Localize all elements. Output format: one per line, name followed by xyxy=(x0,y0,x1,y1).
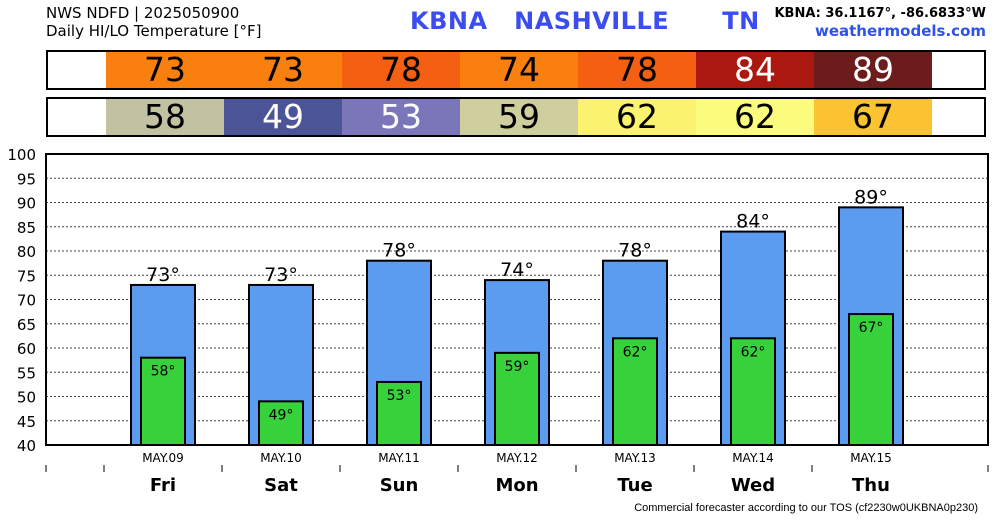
date-label: MAY.12 xyxy=(496,451,538,465)
y-tick-label: 95 xyxy=(17,170,36,188)
low-bar xyxy=(376,380,422,447)
low-label: 53° xyxy=(387,388,412,404)
low-temp-cell: 67 xyxy=(814,99,932,135)
high-temp-cell: 74 xyxy=(460,52,578,88)
low-bar xyxy=(730,337,776,446)
date-label: MAY.13 xyxy=(614,451,656,465)
y-tick-label: 50 xyxy=(17,389,36,407)
date-label: MAY.09 xyxy=(142,451,184,465)
station-coords: KBNA: 36.1167°, -86.6833°W xyxy=(774,6,986,21)
y-tick-label: 85 xyxy=(17,219,36,237)
high-label: 84° xyxy=(736,211,770,233)
date-label: MAY.10 xyxy=(260,451,302,465)
y-tick-label: 65 xyxy=(17,316,36,334)
date-label: MAY.15 xyxy=(850,451,892,465)
plot-frame xyxy=(45,153,989,446)
low-bar xyxy=(612,337,658,446)
footer-note: Commercial forecaster according to our T… xyxy=(634,502,978,514)
y-tick-label: 80 xyxy=(17,243,36,261)
day-label: Wed xyxy=(731,475,775,496)
y-tick-label: 40 xyxy=(17,437,36,455)
y-tick-label: 45 xyxy=(17,413,36,431)
high-temp-cell: 73 xyxy=(106,52,224,88)
high-temp-cell: 89 xyxy=(814,52,932,88)
low-label: 59° xyxy=(505,359,530,375)
y-tick-label: 100 xyxy=(7,146,36,164)
y-tick-label: 90 xyxy=(17,195,36,213)
low-label: 58° xyxy=(151,364,176,380)
header-line2: Daily HI/LO Temperature [°F] xyxy=(46,22,262,40)
low-bar xyxy=(848,313,894,446)
station-title: KBNA NASHVILLE TN xyxy=(410,7,760,35)
day-label: Sun xyxy=(380,475,419,496)
high-temp-cell: 78 xyxy=(578,52,696,88)
header-line1: NWS NDFD | 2025050900 xyxy=(46,4,240,22)
low-bar xyxy=(140,356,186,447)
day-label: Thu xyxy=(852,475,890,496)
low-temp-cell: 53 xyxy=(342,99,460,135)
high-label: 73° xyxy=(264,264,298,286)
high-label: 78° xyxy=(382,240,416,262)
high-label: 89° xyxy=(854,186,888,208)
day-label: Fri xyxy=(150,475,176,496)
site-link[interactable]: weathermodels.com xyxy=(814,22,986,40)
y-tick-label: 55 xyxy=(17,364,36,382)
high-temp-cell: 73 xyxy=(224,52,342,88)
y-tick-label: 60 xyxy=(17,340,36,358)
high-label: 73° xyxy=(146,264,180,286)
low-label: 62° xyxy=(741,344,766,360)
high-temp-cell: 78 xyxy=(342,52,460,88)
date-label: MAY.14 xyxy=(732,451,774,465)
day-label: Sat xyxy=(264,475,298,496)
high-temp-strip: 73 73 78 74 78 84 89 xyxy=(46,50,986,90)
day-label: Tue xyxy=(617,475,652,496)
low-bar xyxy=(494,351,540,447)
low-temp-cell: 58 xyxy=(106,99,224,135)
low-temp-cell: 62 xyxy=(578,99,696,135)
low-temp-strip: 58 49 53 59 62 62 67 xyxy=(46,97,986,137)
day-label: Mon xyxy=(495,475,538,496)
y-tick-label: 75 xyxy=(17,267,36,285)
low-label: 62° xyxy=(623,344,648,360)
low-temp-cell: 59 xyxy=(460,99,578,135)
low-label: 67° xyxy=(859,320,884,336)
high-temp-cell: 84 xyxy=(696,52,814,88)
low-temp-cell: 49 xyxy=(224,99,342,135)
date-label: MAY.11 xyxy=(378,451,420,465)
low-temp-cell: 62 xyxy=(696,99,814,135)
low-label: 49° xyxy=(269,407,294,423)
y-tick-label: 70 xyxy=(17,292,36,310)
high-label: 78° xyxy=(618,240,652,262)
high-label: 74° xyxy=(500,259,534,281)
